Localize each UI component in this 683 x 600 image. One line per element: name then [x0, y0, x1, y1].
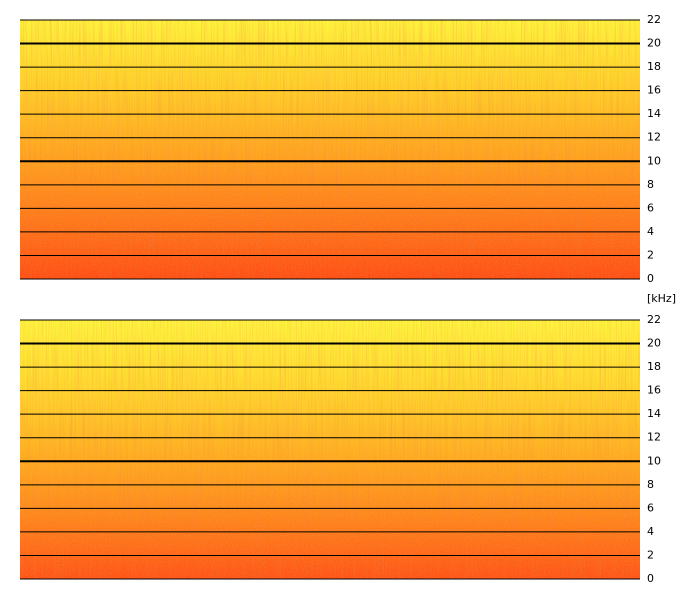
y-tick-label: 14 — [647, 107, 661, 120]
y-tick-label: 22 — [647, 313, 661, 326]
y-tick-label: 0 — [647, 272, 654, 285]
y-tick-label: 18 — [647, 360, 661, 373]
y-tick-label: 0 — [647, 572, 654, 585]
y-tick-label: 8 — [647, 178, 654, 191]
y-tick-label: 8 — [647, 478, 654, 491]
y-tick-label: 12 — [647, 131, 661, 144]
spectrogram-grain — [20, 320, 640, 579]
y-tick-label: 22 — [647, 13, 661, 26]
y-tick-label: 18 — [647, 60, 661, 73]
y-tick-label: 10 — [647, 154, 661, 167]
y-tick-label: 6 — [647, 201, 654, 214]
spectrogram-grain — [20, 20, 640, 279]
y-tick-label: 2 — [647, 548, 654, 561]
y-tick-label: 14 — [647, 407, 661, 420]
y-tick-label: 16 — [647, 384, 661, 397]
y-tick-label: 20 — [647, 337, 661, 350]
y-tick-label: 12 — [647, 431, 661, 444]
y-tick-label: 20 — [647, 37, 661, 50]
y-axis-label: [kHz] — [647, 292, 676, 305]
y-tick-label: 2 — [647, 248, 654, 261]
y-tick-label: 4 — [647, 225, 654, 238]
y-tick-label: 16 — [647, 84, 661, 97]
y-tick-label: 4 — [647, 525, 654, 538]
y-tick-label: 6 — [647, 501, 654, 514]
y-tick-label: 10 — [647, 454, 661, 467]
